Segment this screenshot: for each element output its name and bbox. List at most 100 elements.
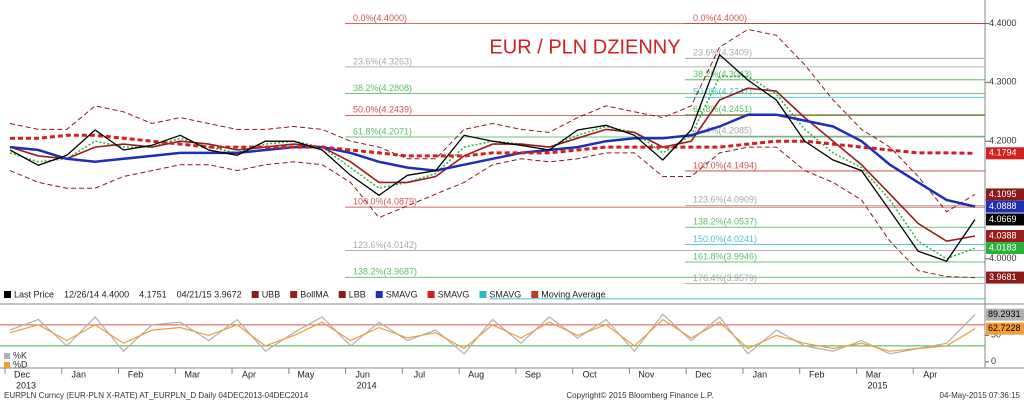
osc-tag-label: 89.2931 (988, 309, 1021, 319)
x-tick-label: Nov (638, 369, 655, 379)
fib-label: 23.6%(4.3409) (693, 48, 752, 58)
legend-note: 4.1751 (139, 289, 167, 299)
series-line (9, 28, 976, 213)
x-tick-label: May (297, 369, 315, 379)
chart-title: EUR / PLN DZIENNY (489, 36, 680, 58)
series-line (10, 133, 976, 158)
y-tick-label: 0 (991, 356, 996, 366)
y-tick-label: 4.2000 (989, 136, 1017, 146)
fib-label: 50.0%(4.2439) (353, 105, 412, 115)
legend-swatch (251, 291, 259, 298)
y-tick-label: 50 (991, 330, 1001, 340)
x-tick-label: Jan (72, 369, 87, 379)
price-tag-label: 4.0669 (989, 214, 1017, 224)
fib-label: 150.0%(4.0241) (693, 234, 757, 244)
legend-label: %K (13, 350, 27, 360)
price-tag-label: 3.9681 (989, 272, 1017, 282)
osc-tag-label: 62.7228 (988, 323, 1021, 333)
y-tick-label: 4.0000 (989, 253, 1017, 263)
price-tag (986, 230, 1024, 242)
legend-label: Last Price (14, 289, 54, 299)
x-tick-label: Sep (525, 369, 541, 379)
price-tag (986, 271, 1024, 284)
price-tag-label: 4.1095 (989, 189, 1017, 199)
x-tick-label: Jan (753, 369, 768, 379)
legend-label: UBB (262, 289, 281, 299)
x-tick-label: Mar (866, 369, 882, 379)
y-tick-label: 4.4000 (989, 18, 1017, 28)
x-tick-label: Mar (185, 369, 201, 379)
price-tag-label: 4.1794 (989, 148, 1017, 158)
x-tick-label: Oct (583, 369, 598, 379)
year-label: 2013 (16, 380, 36, 390)
x-tick-label: Jun (355, 369, 370, 379)
series-line (9, 113, 976, 208)
x-tick-label: Dec (14, 369, 31, 379)
legend-swatch (531, 291, 539, 298)
legend-swatch (427, 291, 435, 298)
fib-label: 161.8%(3.9946) (693, 251, 757, 261)
fib-label: 123.6%(4.0142) (353, 240, 417, 250)
legend-swatch (479, 291, 487, 298)
x-tick-label: Apr (242, 369, 256, 379)
fib-label: 0.0%(4.4000) (353, 13, 407, 23)
legend-swatch (4, 291, 11, 298)
series-line (9, 318, 976, 352)
price-tag (986, 188, 1024, 201)
osc-tag (986, 308, 1024, 321)
fib-label: 176.4%(3.9579) (693, 273, 757, 283)
fib-label: 138.2%(4.0537) (693, 217, 757, 227)
legend-label: %D (13, 359, 28, 369)
fib-label: 61.8%(4.2071) (353, 126, 412, 136)
x-tick-label: Aug (468, 369, 484, 379)
legend-label: SMAVG (438, 289, 470, 299)
legend-swatch (4, 353, 10, 359)
legend-swatch (4, 362, 10, 368)
price-tag (986, 213, 1024, 226)
y-tick-label: 4.3000 (989, 77, 1017, 87)
fib-label: 50.0%(4.2747) (693, 87, 752, 97)
price-tag (986, 200, 1024, 213)
year-label: 2015 (867, 380, 887, 390)
price-tag-label: 4.0388 (989, 230, 1017, 240)
fib-label: 23.6%(4.3263) (353, 56, 412, 66)
footer-center: Copyright© 2015 Bloomberg Finance L.P. (566, 391, 713, 400)
fib-label: 100.0%(4.0879) (353, 196, 417, 206)
x-tick-label: Apr (923, 369, 937, 379)
legend-note: Moving Average (541, 289, 605, 299)
series-line (9, 146, 976, 279)
fib-label: 100.0%(4.1494) (693, 160, 757, 170)
legend-bg (0, 288, 490, 301)
price-tag (986, 147, 1024, 160)
x-tick-label: Dec (695, 369, 712, 379)
series-line (9, 313, 976, 355)
legend-note: 12/26/14 4.4000 (64, 289, 129, 299)
price-tag (986, 242, 1024, 255)
series-line (9, 53, 976, 262)
fib-label: 61.8%(4.2451) (693, 104, 752, 114)
x-tick-label: Feb (809, 369, 825, 379)
legend-swatch (290, 291, 298, 298)
fib-label: 123.6%(4.0909) (693, 195, 757, 205)
fib-label: 38.2%(4.3043) (693, 69, 752, 79)
x-tick-label: Feb (128, 369, 144, 379)
x-tick-label: Jul (414, 369, 426, 379)
osc-tag (986, 322, 1024, 335)
footer-right: 04-May-2015 07:36:15 (940, 391, 1021, 400)
legend-label: BollMA (300, 289, 329, 299)
legend-label: SMAVG (386, 289, 418, 299)
fib-label: 138.2%(3.9687) (353, 267, 417, 277)
fib-label: 76.4%(4.2085) (693, 126, 752, 136)
legend-label: SMAVG (489, 289, 521, 299)
price-tag-label: 4.0888 (989, 201, 1017, 211)
legend-note: 04/21/15 3.9672 (177, 289, 242, 299)
legend-swatch (375, 291, 383, 298)
price-tag-label: 4.0183 (989, 242, 1017, 252)
footer-left: EURPLN Curncy (EUR-PLN X-RATE) AT_EURPLN… (4, 391, 309, 400)
year-label: 2014 (357, 380, 377, 390)
legend-swatch (338, 291, 346, 298)
fib-label: 38.2%(4.2808) (353, 83, 412, 93)
legend-label: LBB (349, 289, 366, 299)
